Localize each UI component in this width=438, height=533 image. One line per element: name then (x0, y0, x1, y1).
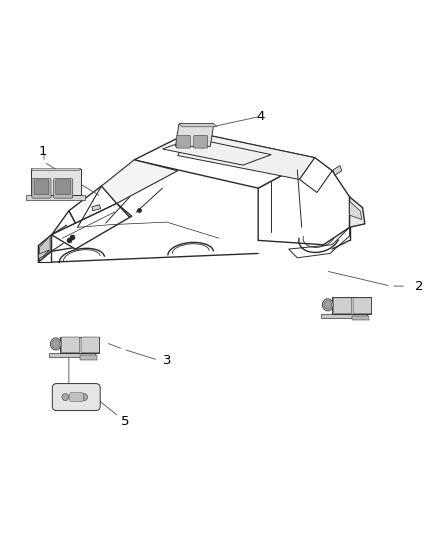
FancyBboxPatch shape (177, 135, 190, 148)
Polygon shape (69, 186, 132, 228)
Text: 4: 4 (256, 110, 265, 123)
FancyBboxPatch shape (52, 384, 100, 410)
Polygon shape (31, 168, 81, 195)
Polygon shape (350, 201, 362, 220)
Polygon shape (258, 158, 350, 245)
Polygon shape (80, 356, 97, 360)
Polygon shape (39, 250, 49, 259)
Polygon shape (321, 314, 367, 318)
FancyBboxPatch shape (353, 298, 371, 313)
Polygon shape (40, 236, 50, 261)
Circle shape (62, 393, 69, 400)
Text: 1: 1 (39, 144, 47, 158)
Polygon shape (350, 197, 365, 228)
Ellipse shape (324, 301, 332, 309)
Ellipse shape (322, 298, 333, 311)
Polygon shape (289, 228, 350, 258)
Polygon shape (352, 316, 369, 320)
Polygon shape (162, 138, 271, 165)
Polygon shape (178, 132, 315, 180)
FancyBboxPatch shape (194, 135, 208, 148)
Circle shape (81, 393, 88, 400)
FancyBboxPatch shape (56, 180, 71, 195)
Ellipse shape (50, 338, 61, 350)
Polygon shape (333, 166, 342, 175)
Polygon shape (49, 353, 95, 358)
Polygon shape (134, 132, 315, 188)
Polygon shape (332, 297, 371, 314)
FancyBboxPatch shape (81, 337, 99, 353)
Circle shape (73, 393, 80, 400)
FancyBboxPatch shape (53, 179, 73, 198)
Text: 2: 2 (415, 280, 424, 293)
FancyBboxPatch shape (61, 337, 80, 353)
Polygon shape (60, 336, 99, 353)
FancyBboxPatch shape (70, 393, 83, 401)
Polygon shape (300, 158, 332, 192)
Text: 5: 5 (121, 415, 130, 427)
Polygon shape (39, 235, 51, 262)
Ellipse shape (52, 340, 60, 349)
FancyBboxPatch shape (34, 180, 49, 195)
Polygon shape (31, 168, 81, 171)
Polygon shape (179, 124, 217, 127)
Polygon shape (176, 124, 214, 147)
Polygon shape (92, 205, 101, 211)
Polygon shape (26, 195, 85, 200)
FancyBboxPatch shape (333, 298, 352, 313)
Polygon shape (102, 160, 178, 204)
FancyBboxPatch shape (32, 179, 51, 198)
Polygon shape (51, 211, 78, 251)
Text: 3: 3 (162, 353, 171, 367)
Polygon shape (51, 204, 130, 249)
